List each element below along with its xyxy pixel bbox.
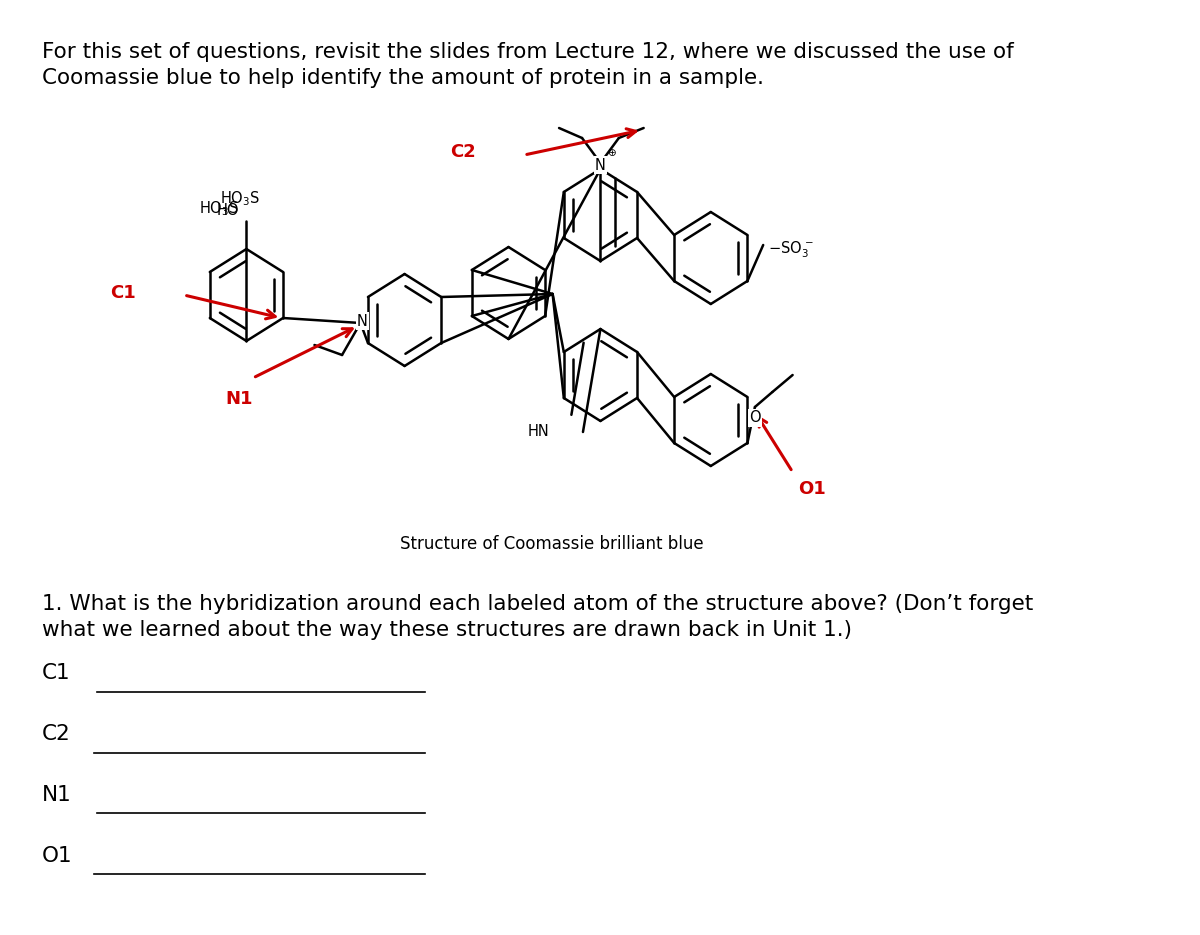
Text: For this set of questions, revisit the slides from Lecture 12, where we discusse: For this set of questions, revisit the s… [42, 42, 1014, 89]
Text: $\mathregular{\oplus}$: $\mathregular{\oplus}$ [606, 148, 617, 159]
Text: C1: C1 [110, 284, 136, 302]
Text: N1: N1 [42, 784, 72, 805]
Text: O1: O1 [42, 845, 72, 866]
Text: HO$_3$S: HO$_3$S [199, 199, 239, 218]
Text: O: O [749, 410, 761, 425]
Text: N: N [595, 157, 606, 172]
Text: N: N [356, 313, 367, 328]
Text: HN: HN [528, 424, 550, 439]
Text: C2: C2 [42, 724, 71, 744]
Text: C1: C1 [42, 663, 71, 683]
Text: O1: O1 [798, 480, 826, 498]
Text: C2: C2 [450, 143, 476, 161]
Text: 1. What is the hybridization around each labeled atom of the structure above? (D: 1. What is the hybridization around each… [42, 594, 1033, 640]
Text: N1: N1 [226, 390, 253, 408]
Text: HO$_3$S: HO$_3$S [220, 189, 260, 208]
Text: HO: HO [216, 203, 239, 218]
Text: Structure of Coomassie brilliant blue: Structure of Coomassie brilliant blue [400, 535, 703, 553]
Text: $-$SO$_3^{\,-}$: $-$SO$_3^{\,-}$ [768, 239, 814, 260]
